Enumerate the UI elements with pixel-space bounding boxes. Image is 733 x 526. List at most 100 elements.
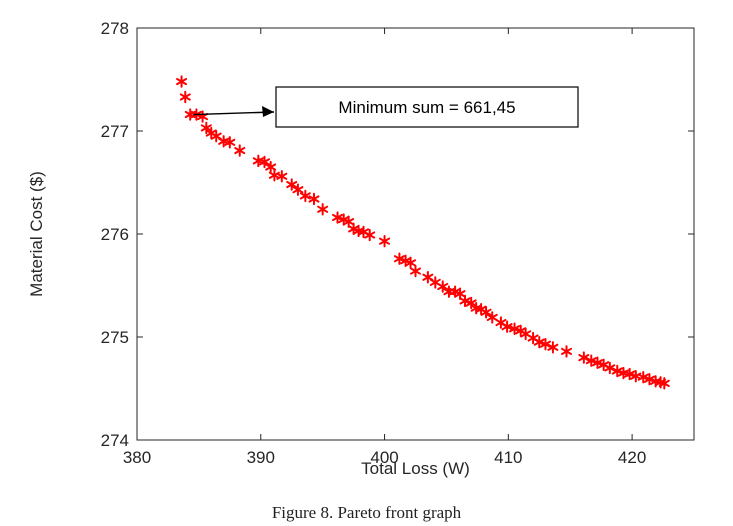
data-point-stroke (520, 330, 532, 338)
data-point-stroke (437, 282, 449, 291)
data-point-stroke (643, 375, 655, 383)
data-point (437, 280, 449, 293)
data-point (585, 354, 597, 367)
data-point-stroke (650, 377, 662, 385)
data-point-stroke (292, 186, 304, 194)
x-tick-label: 380 (123, 448, 151, 467)
data-point-stroke (533, 338, 545, 346)
x-tick-label: 420 (618, 448, 646, 467)
data-point-stroke (470, 304, 482, 312)
data-point-stroke (429, 278, 441, 287)
data-point (486, 311, 498, 324)
data-point (317, 203, 329, 216)
data-point (465, 296, 477, 310)
data-point-stroke (611, 367, 623, 375)
data-point-stroke (364, 231, 376, 239)
data-point (409, 264, 422, 278)
data-point (591, 356, 603, 369)
data-point (308, 192, 320, 206)
data-point (258, 155, 270, 169)
data-point-stroke (176, 77, 188, 86)
data-point (379, 235, 391, 248)
data-point (509, 322, 521, 335)
data-point (604, 361, 616, 375)
annotation-box (275, 86, 579, 128)
data-point-stroke (465, 299, 477, 307)
data-point (658, 377, 670, 390)
data-point (539, 338, 551, 351)
pareto-front-chart: 380 390 400 410 420 274 275 276 277 278 Total Los… (27, 19, 695, 478)
data-point (624, 367, 636, 381)
data-point (286, 178, 298, 191)
data-point-stroke (591, 359, 603, 367)
data-point (501, 320, 513, 333)
data-point (561, 345, 573, 358)
data-point-stroke (454, 290, 466, 298)
data-point-stroke (224, 138, 236, 146)
data-point (533, 335, 545, 349)
data-point-stroke (501, 323, 513, 331)
data-point (332, 211, 344, 224)
axis-ticks: 380 390 400 410 420 274 275 276 277 278 (101, 19, 694, 467)
data-point (643, 373, 655, 386)
data-point-stroke (258, 158, 270, 166)
x-tick-label: 400 (370, 448, 398, 467)
data-point-stroke (405, 259, 417, 267)
data-point-stroke (561, 347, 573, 356)
data-point (176, 75, 188, 88)
data-point-stroke (379, 237, 391, 245)
data-point-stroke (299, 192, 311, 200)
data-point-stroke (393, 255, 405, 263)
data-point-stroke (197, 112, 209, 121)
data-point (393, 252, 405, 265)
data-point-stroke (265, 163, 277, 171)
data-point-stroke (317, 205, 329, 213)
data-point-stroke (200, 124, 212, 132)
data-point (454, 287, 466, 300)
x-tick-label: 410 (494, 448, 522, 467)
data-point-stroke (286, 180, 298, 189)
data-point (265, 160, 277, 174)
data-point-stroke (332, 213, 344, 222)
data-point-stroke (527, 334, 539, 342)
annotation-arrowhead (262, 106, 274, 117)
data-point-stroke (624, 370, 636, 378)
data-point-stroke (480, 308, 492, 316)
y-tick-label: 278 (101, 19, 129, 38)
y-tick-label: 274 (101, 431, 129, 450)
data-point (224, 136, 236, 149)
data-point (343, 215, 355, 228)
data-point-stroke (509, 325, 521, 333)
data-point (364, 228, 376, 242)
data-point-stroke (308, 195, 320, 203)
y-axis-label: Material Cost ($) (27, 171, 46, 297)
data-point-stroke (637, 373, 649, 381)
data-point (578, 351, 590, 364)
data-point-stroke (578, 354, 590, 362)
data-point (234, 144, 246, 157)
data-point-stroke (598, 361, 610, 369)
data-point-stroke (358, 228, 370, 236)
data-point-stroke (547, 343, 559, 351)
data-point (299, 189, 311, 203)
x-axis-label: Total Loss (W) (361, 459, 470, 478)
annotation-text: Minimum sum = 661,45 (338, 98, 515, 117)
data-point (179, 90, 191, 104)
y-tick-label: 277 (101, 122, 129, 141)
x-tick-label: 390 (247, 448, 275, 467)
y-tick-label: 275 (101, 328, 129, 347)
data-point-stroke (353, 227, 365, 235)
data-point-stroke (495, 318, 507, 327)
data-point-stroke (409, 267, 422, 275)
data-point-stroke (422, 273, 434, 281)
y-tick-label: 276 (101, 225, 129, 244)
annotation-arrow (193, 111, 275, 116)
data-point-stroke (343, 218, 355, 226)
data-point-stroke (234, 146, 246, 155)
data-point-stroke (604, 364, 616, 372)
data-point-stroke (486, 313, 498, 322)
data-point (547, 341, 559, 354)
data-point (637, 370, 649, 384)
data-point (200, 121, 212, 135)
data-point-stroke (658, 379, 670, 387)
